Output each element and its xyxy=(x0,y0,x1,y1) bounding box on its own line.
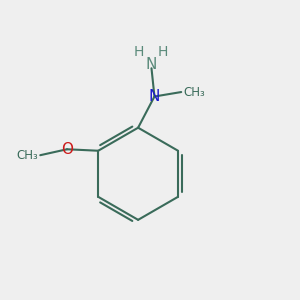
Text: CH₃: CH₃ xyxy=(16,149,38,162)
Text: CH₃: CH₃ xyxy=(184,85,205,98)
Text: H: H xyxy=(134,45,144,59)
Text: N: N xyxy=(146,57,157,72)
Text: O: O xyxy=(61,142,73,157)
Text: N: N xyxy=(149,89,160,104)
Text: H: H xyxy=(158,45,168,59)
